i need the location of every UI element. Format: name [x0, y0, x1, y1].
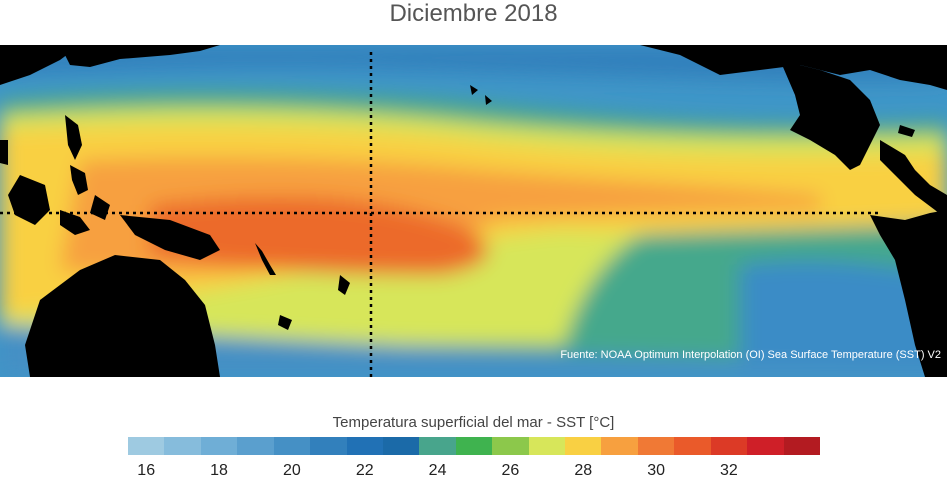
colorbar-tick-label: 30	[647, 462, 665, 479]
colorbar-tick-label: 24	[428, 462, 447, 479]
colorbar-swatch	[783, 437, 821, 455]
colorbar-tick-label: 22	[355, 462, 374, 479]
colorbar-tick-label: 28	[574, 462, 593, 479]
colorbar-tick-label: 18	[210, 462, 228, 479]
colorbar-ticks: 16 18 20 22 24 26 28 30 32	[0, 462, 947, 482]
colorbar-swatch	[128, 437, 165, 455]
colorbar-swatch	[747, 437, 784, 455]
colorbar-swatch	[164, 437, 201, 455]
colorbar	[128, 437, 821, 455]
colorbar-tick-label: 32	[720, 462, 738, 479]
colorbar-swatch	[674, 437, 711, 455]
colorbar-swatch	[200, 437, 238, 455]
colorbar-swatch	[455, 437, 493, 455]
colorbar-swatch	[492, 437, 529, 455]
colorbar-swatch	[419, 437, 456, 455]
colorbar-tick-label: 20	[282, 462, 301, 479]
colorbar-swatch	[310, 437, 347, 455]
colorbar-tick-label: 16	[137, 462, 156, 479]
sst-map	[0, 45, 947, 377]
colorbar-swatch	[601, 437, 638, 455]
map-title: Diciembre 2018	[389, 0, 558, 27]
colorbar-swatch	[382, 437, 420, 455]
colorbar-swatch	[528, 437, 566, 455]
colorbar-swatch	[346, 437, 383, 455]
colorbar-tick-label: 26	[501, 462, 520, 479]
source-note: Fuente: NOAA Optimum Interpolation (OI) …	[560, 349, 941, 361]
colorbar-swatch	[637, 437, 675, 455]
colorbar-title: Temperatura superficial del mar - SST [°…	[332, 414, 615, 431]
colorbar-swatch	[565, 437, 602, 455]
colorbar-swatch	[237, 437, 274, 455]
colorbar-swatch	[273, 437, 311, 455]
colorbar-swatch	[710, 437, 748, 455]
